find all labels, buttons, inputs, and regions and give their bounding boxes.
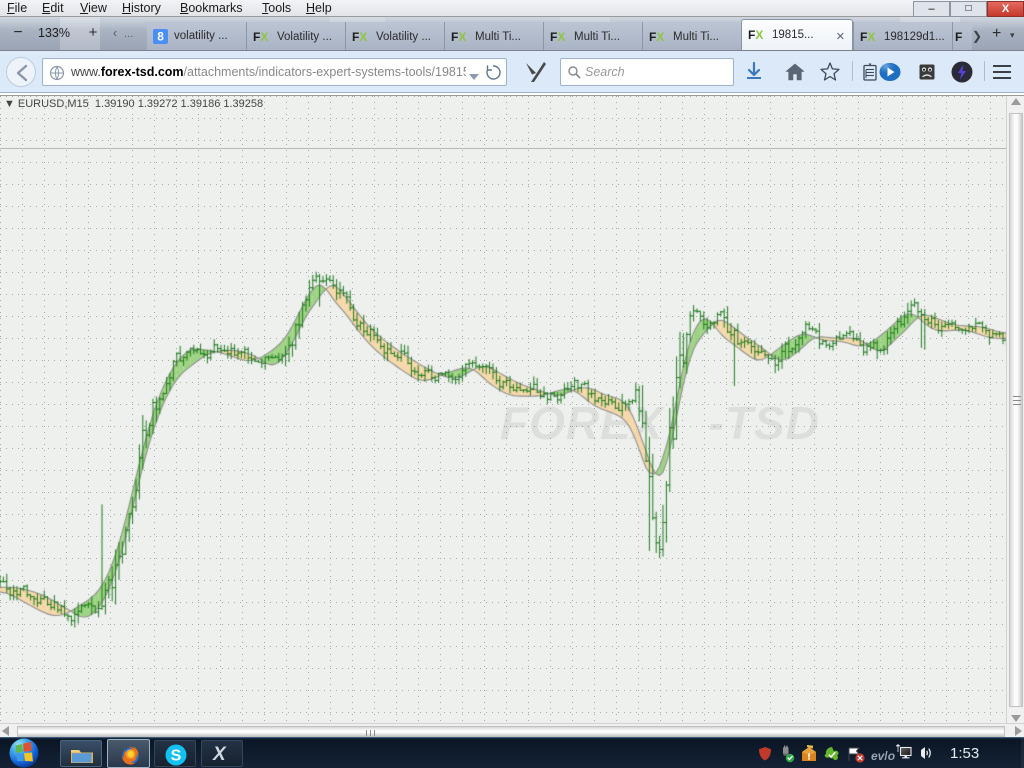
svg-text:8: 8: [157, 29, 164, 43]
svg-text:S: S: [171, 748, 182, 765]
